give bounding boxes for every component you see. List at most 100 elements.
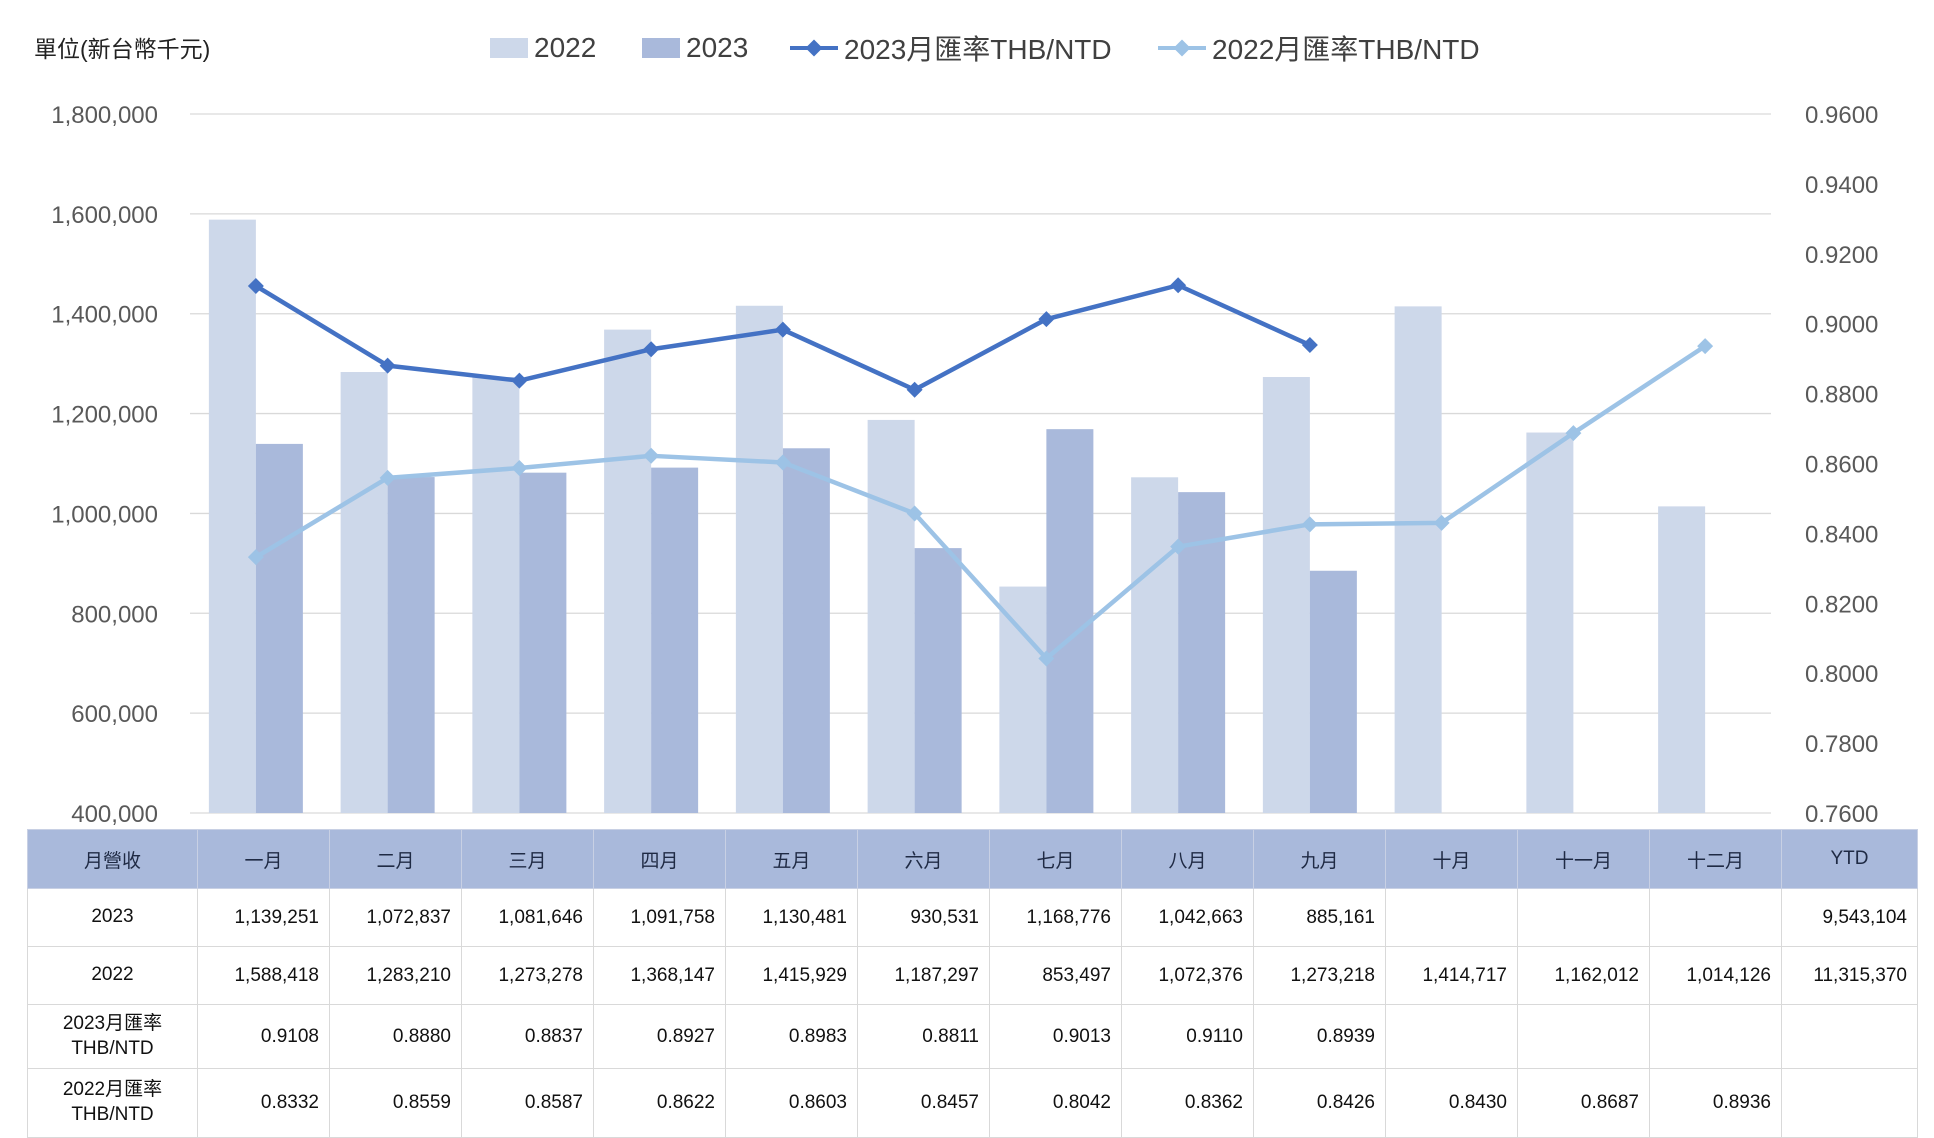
table-cell: 0.8362 (1121, 1068, 1254, 1138)
table-cell: 1,283,210 (329, 946, 462, 1005)
rate-2023-point (643, 341, 660, 358)
legend-label-rate-2023: 2023月匯率THB/NTD (844, 34, 1112, 65)
combo-chart: 1,800,000 1,600,000 1,400,000 1,200,000 1,00… (51, 102, 1878, 828)
legend-swatch-2022 (490, 38, 528, 58)
table-cell: 1,368,147 (593, 946, 726, 1005)
table-header-month: 八月 (1121, 829, 1254, 889)
table-header-month: 五月 (725, 829, 858, 889)
y-right-tick-label: 0.8800 (1805, 382, 1878, 409)
legend-item-rate-2023: 2023月匯率THB/NTD (790, 28, 1112, 68)
table-header-month: 二月 (329, 829, 462, 889)
table-row-label: 2023 (27, 888, 198, 947)
table-row-label: 2022 (27, 946, 198, 1005)
table-header-month: 三月 (461, 829, 594, 889)
table-cell: 885,161 (1253, 888, 1386, 947)
rate-2022-point (1565, 425, 1582, 442)
table-cell: 0.8936 (1649, 1068, 1782, 1138)
table-cell (1781, 1004, 1918, 1069)
table-row: 2022月匯率 THB/NTD 0.8332 0.8559 0.8587 0.8622 0.… (27, 1068, 1918, 1138)
legend-swatch-rate-2023 (790, 38, 838, 58)
table-cell: 1,091,758 (593, 888, 726, 947)
table-cell: 0.8939 (1253, 1004, 1386, 1069)
table-cell: 0.8559 (329, 1068, 462, 1138)
table-cell: 1,588,418 (197, 946, 330, 1005)
bar-2022 (735, 305, 783, 813)
y-right-tick-label: 0.9600 (1805, 102, 1878, 129)
table-cell: 1,072,837 (329, 888, 462, 947)
table-header-row: 月營收 一月 二月 三月 四月 五月 六月 七月 八月 九月 十月 十一月 十二月 YTD (27, 829, 1918, 889)
bar-2022 (472, 376, 520, 813)
y-left-tick-label: 600,000 (71, 701, 158, 728)
table-cell (1781, 1068, 1918, 1138)
table-cell: 0.9110 (1121, 1004, 1254, 1069)
rate-2022-point (1433, 514, 1450, 531)
table-cell: 0.8837 (461, 1004, 594, 1069)
rate-2023-point (379, 357, 396, 374)
legend-item-rate-2022: 2022月匯率THB/NTD (1158, 28, 1480, 68)
table-cell: 1,042,663 (1121, 888, 1254, 947)
rate-2022-point (1301, 516, 1318, 533)
table-cell (1385, 888, 1518, 947)
rate-2023-point (1170, 277, 1187, 294)
bar-2022 (867, 419, 915, 813)
table-cell: 1,273,278 (461, 946, 594, 1005)
bar-2022 (999, 586, 1047, 813)
table-cell (1385, 1004, 1518, 1069)
table-cell: 1,162,012 (1517, 946, 1650, 1005)
bar-2023 (782, 448, 830, 813)
table-header-label: 月營收 (27, 829, 198, 889)
chart-legend: 2022 2023 2023月匯率THB/NTD 2022月匯率THB/NTD (0, 28, 1934, 68)
rate-2022-point (379, 469, 396, 486)
table-cell: 0.8042 (989, 1068, 1122, 1138)
table-header-month: 十一月 (1517, 829, 1650, 889)
table-cell: 9,543,104 (1781, 888, 1918, 947)
table-cell: 1,014,126 (1649, 946, 1782, 1005)
bar-2023 (519, 472, 567, 813)
legend-label-rate-2022: 2022月匯率THB/NTD (1212, 34, 1480, 65)
legend-label-2022: 2022 (534, 32, 597, 63)
table-header-month: 一月 (197, 829, 330, 889)
rate-2022-point (643, 447, 660, 464)
table-cell: 930,531 (857, 888, 990, 947)
table-cell: 0.8603 (725, 1068, 858, 1138)
table-cell: 0.8687 (1517, 1068, 1650, 1138)
table-cell: 853,497 (989, 946, 1122, 1005)
y-right-tick-label: 0.8600 (1805, 452, 1878, 479)
rate-2023-point (906, 381, 923, 398)
y-left-tick-label: 1,400,000 (51, 302, 158, 329)
rate-2022-point (1697, 338, 1714, 355)
bar-2023 (651, 467, 699, 813)
row-label-line1: 2023月匯率 (62, 1012, 163, 1034)
table-cell: 0.8332 (197, 1068, 330, 1138)
table-header-month: 四月 (593, 829, 726, 889)
table-row-label: 2022月匯率 THB/NTD (27, 1068, 198, 1138)
table-cell: 0.8430 (1385, 1068, 1518, 1138)
bar-2023 (387, 477, 435, 813)
y-right-tick-label: 0.8200 (1805, 591, 1878, 618)
rate-2022-line (254, 344, 1707, 661)
legend-swatch-rate-2022 (1158, 38, 1206, 58)
table-cell: 1,415,929 (725, 946, 858, 1005)
table-row-label: 2023月匯率 THB/NTD (27, 1004, 198, 1069)
rate-2022-point (247, 549, 264, 566)
bar-2022 (1526, 432, 1574, 813)
legend-item-2022: 2022 (490, 28, 596, 68)
bar-2022 (604, 329, 652, 813)
table-cell: 1,081,646 (461, 888, 594, 947)
y-left-tick-label: 1,600,000 (51, 202, 158, 229)
legend-item-2023: 2023 (642, 28, 748, 68)
table-row: 2023月匯率 THB/NTD 0.9108 0.8880 0.8837 0.8927 0.… (27, 1004, 1918, 1069)
table-cell (1517, 888, 1650, 947)
table-cell: 1,139,251 (197, 888, 330, 947)
row-label-line2: THB/NTD (71, 1104, 154, 1125)
table-cell: 1,168,776 (989, 888, 1122, 947)
table-cell: 0.9108 (197, 1004, 330, 1069)
rate-2023-point (1301, 337, 1318, 354)
y-right-tick-label: 0.9000 (1805, 312, 1878, 339)
table-cell: 1,273,218 (1253, 946, 1386, 1005)
table-header-month: YTD (1781, 829, 1918, 889)
rate-2023-point (511, 372, 528, 389)
bar-2023 (255, 443, 303, 813)
table-cell (1517, 1004, 1650, 1069)
bar-2022 (208, 219, 256, 813)
